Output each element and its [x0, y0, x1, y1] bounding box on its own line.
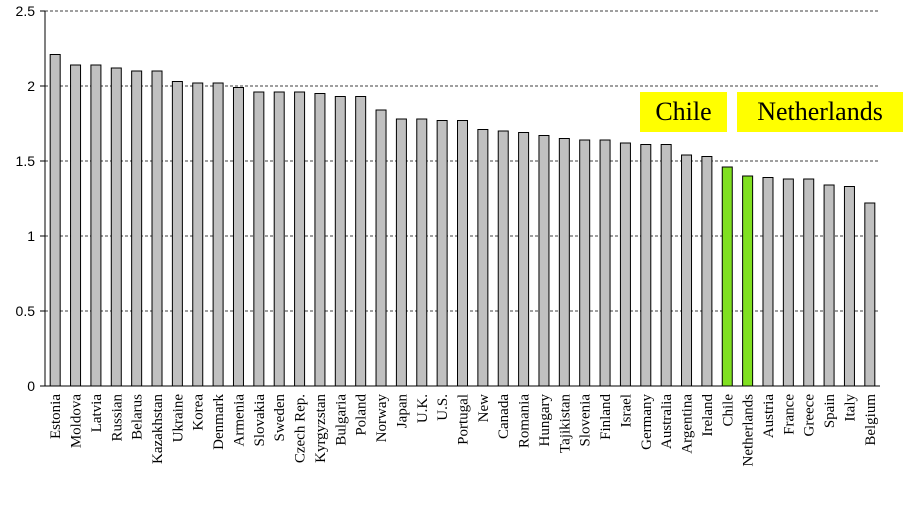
- bar-denmark: [212, 82, 224, 387]
- x-tick-label: Italy: [842, 394, 858, 422]
- bar-belarus: [131, 70, 143, 387]
- bar-armenia: [232, 87, 244, 387]
- bar-chile: [721, 166, 733, 387]
- y-tick-label: 0.5: [16, 303, 36, 319]
- x-tick-label: France: [781, 394, 797, 435]
- bar-u-s: [436, 120, 448, 387]
- bar-germany: [640, 144, 652, 387]
- x-tick-label: Finland: [598, 394, 614, 440]
- x-tick-label: Greece: [802, 394, 818, 437]
- x-tick-label: Ireland: [700, 394, 716, 437]
- x-tick-label: Portugal: [456, 394, 472, 445]
- x-tick-label: Spain: [822, 394, 838, 429]
- bar-u-k: [416, 118, 428, 387]
- netherlands-callout: Netherlands: [737, 92, 903, 132]
- chile-callout: Chile: [640, 92, 727, 132]
- y-tick-label: 2: [27, 78, 35, 94]
- x-tick-label: Ukraine: [170, 394, 186, 443]
- x-tick-label: Russian: [109, 394, 125, 442]
- x-tick-label: Germany: [639, 394, 655, 450]
- x-tick-label: Slovenia: [578, 394, 594, 447]
- y-axis-ticks: 0 0.5 1 1.5 2 2.5: [16, 3, 45, 394]
- x-tick-label: Chile: [720, 394, 736, 427]
- bar-poland: [355, 96, 367, 387]
- bar-france: [782, 178, 794, 387]
- x-tick-label: Romania: [517, 394, 533, 448]
- y-tick-label: 2.5: [16, 3, 36, 19]
- x-tick-label: Japan: [394, 394, 410, 429]
- x-tick-label: Australia: [659, 394, 675, 449]
- x-tick-label: Israel: [618, 394, 634, 427]
- x-tick-label: New: [476, 394, 492, 422]
- x-tick-label: Estonia: [48, 394, 64, 439]
- bar-latvia: [90, 64, 102, 387]
- bar-sweden: [273, 91, 285, 387]
- x-tick-label: Belgium: [863, 394, 879, 446]
- bar-netherlands: [742, 175, 754, 387]
- x-tick-label: Tajikistan: [557, 394, 573, 453]
- bar-romania: [518, 132, 530, 387]
- bar-bulgaria: [334, 96, 346, 387]
- x-tick-label: U.S.: [435, 394, 451, 421]
- x-axis-labels: Estonia Moldova Latvia Russian Belarus Kazakh…: [48, 394, 879, 467]
- bar-greece: [803, 178, 815, 387]
- bar-argentina: [681, 154, 693, 387]
- x-tick-label: U.K.: [415, 394, 431, 423]
- bar-australia: [660, 144, 672, 387]
- bar-portugal: [457, 120, 468, 387]
- x-tick-label: Poland: [354, 394, 370, 436]
- x-tick-label: Korea: [191, 394, 207, 431]
- x-tick-label: Denmark: [211, 394, 227, 450]
- x-tick-label: Canada: [496, 394, 512, 439]
- x-tick-label: Norway: [374, 394, 390, 443]
- x-tick-label: Moldova: [69, 394, 85, 449]
- bar-slovakia: [253, 91, 265, 387]
- bar-new: [477, 129, 489, 387]
- x-tick-label: Hungary: [537, 394, 553, 447]
- bar-italy: [843, 186, 855, 387]
- bar-czech-rep: [294, 91, 306, 387]
- bar-ireland: [701, 156, 713, 387]
- bar-hungary: [538, 135, 550, 387]
- x-tick-label: Netherlands: [741, 394, 757, 467]
- bar-russian: [110, 67, 122, 387]
- bar-finland: [599, 139, 611, 387]
- bar-korea: [192, 82, 204, 387]
- x-tick-label: Bulgaria: [333, 394, 349, 446]
- bar-kyrgyzstan: [314, 93, 326, 387]
- bar-norway: [375, 109, 387, 387]
- x-tick-label: Sweden: [272, 394, 288, 442]
- bar-canada: [497, 130, 509, 387]
- bar-israel: [619, 142, 631, 387]
- y-tick-label: 1.5: [16, 153, 36, 169]
- y-tick-label: 1: [27, 228, 35, 244]
- bar-japan: [395, 118, 407, 387]
- x-tick-label: Kazakhstan: [150, 394, 166, 464]
- bar-ukraine: [171, 81, 183, 387]
- x-tick-label: Slovakia: [252, 394, 268, 447]
- x-tick-label: Latvia: [89, 394, 105, 433]
- y-tick-label: 0: [27, 378, 35, 394]
- x-tick-label: Argentina: [680, 394, 696, 454]
- x-tick-label: Kyrgyzstan: [313, 394, 329, 463]
- x-tick-label: Austria: [761, 394, 777, 439]
- bar-moldova: [70, 64, 82, 387]
- x-tick-label: Belarus: [130, 394, 146, 440]
- bar-estonia: [49, 54, 61, 387]
- bar-spain: [823, 184, 835, 387]
- bar-belgium: [864, 202, 876, 387]
- bar-kazakhstan: [151, 70, 163, 387]
- bar-slovenia: [579, 139, 591, 387]
- bar-tajikistan: [558, 138, 570, 387]
- x-tick-label: Czech Rep.: [293, 394, 309, 463]
- axes: [44, 11, 880, 387]
- x-tick-label: Armenia: [231, 394, 247, 447]
- bar-austria: [762, 177, 774, 387]
